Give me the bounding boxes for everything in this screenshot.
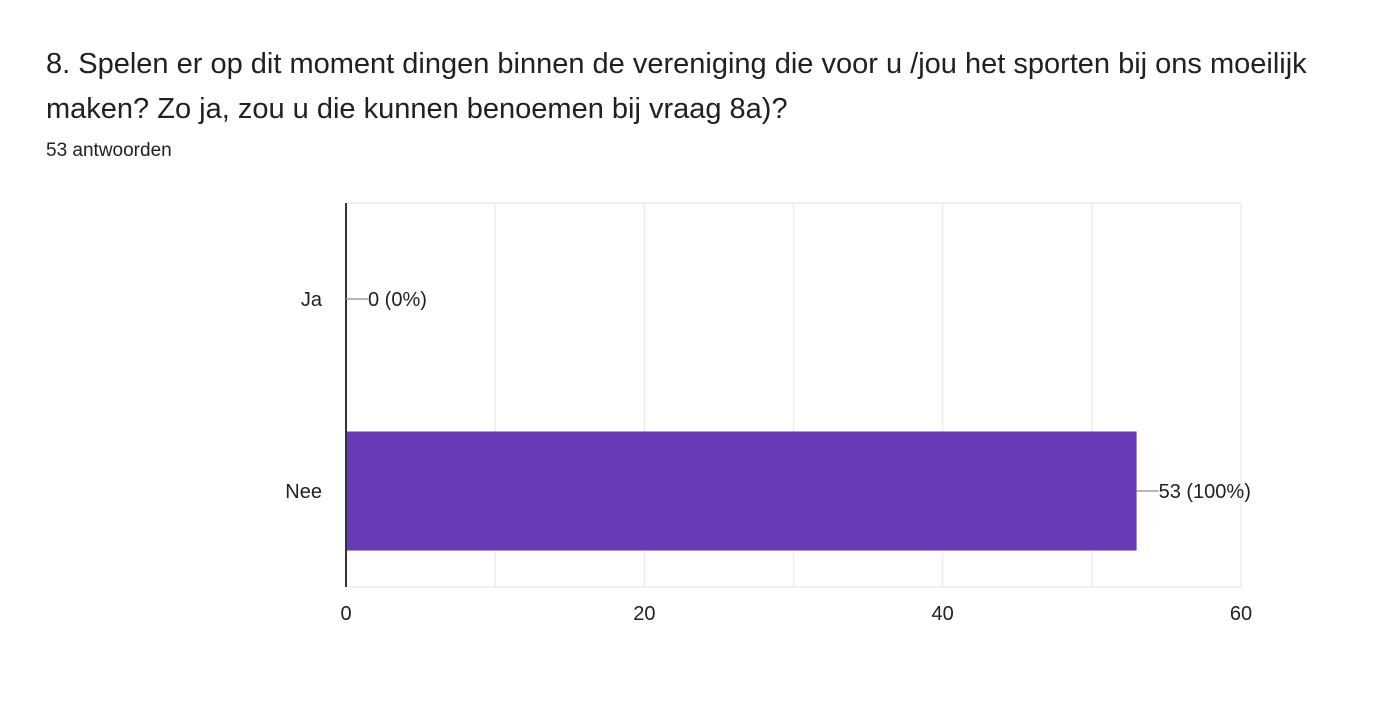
question-title: 8. Spelen er op dit moment dingen binnen… <box>46 48 1307 125</box>
bar-nee <box>346 431 1137 551</box>
response-count: 53 antwoorden <box>46 140 172 161</box>
category-label: Ja <box>301 289 323 311</box>
labels: Ja 0 (0%) Nee 53 (100%) 0 20 40 60 <box>285 289 1252 625</box>
data-label: 53 (100%) <box>1159 481 1251 503</box>
bars <box>346 431 1137 551</box>
x-tick-label: 0 <box>340 603 351 625</box>
category-label: Nee <box>285 481 322 503</box>
x-tick-label: 60 <box>1230 603 1252 625</box>
data-label: 0 (0%) <box>368 289 427 311</box>
x-tick-label: 40 <box>932 603 954 625</box>
x-tick-label: 20 <box>633 603 655 625</box>
